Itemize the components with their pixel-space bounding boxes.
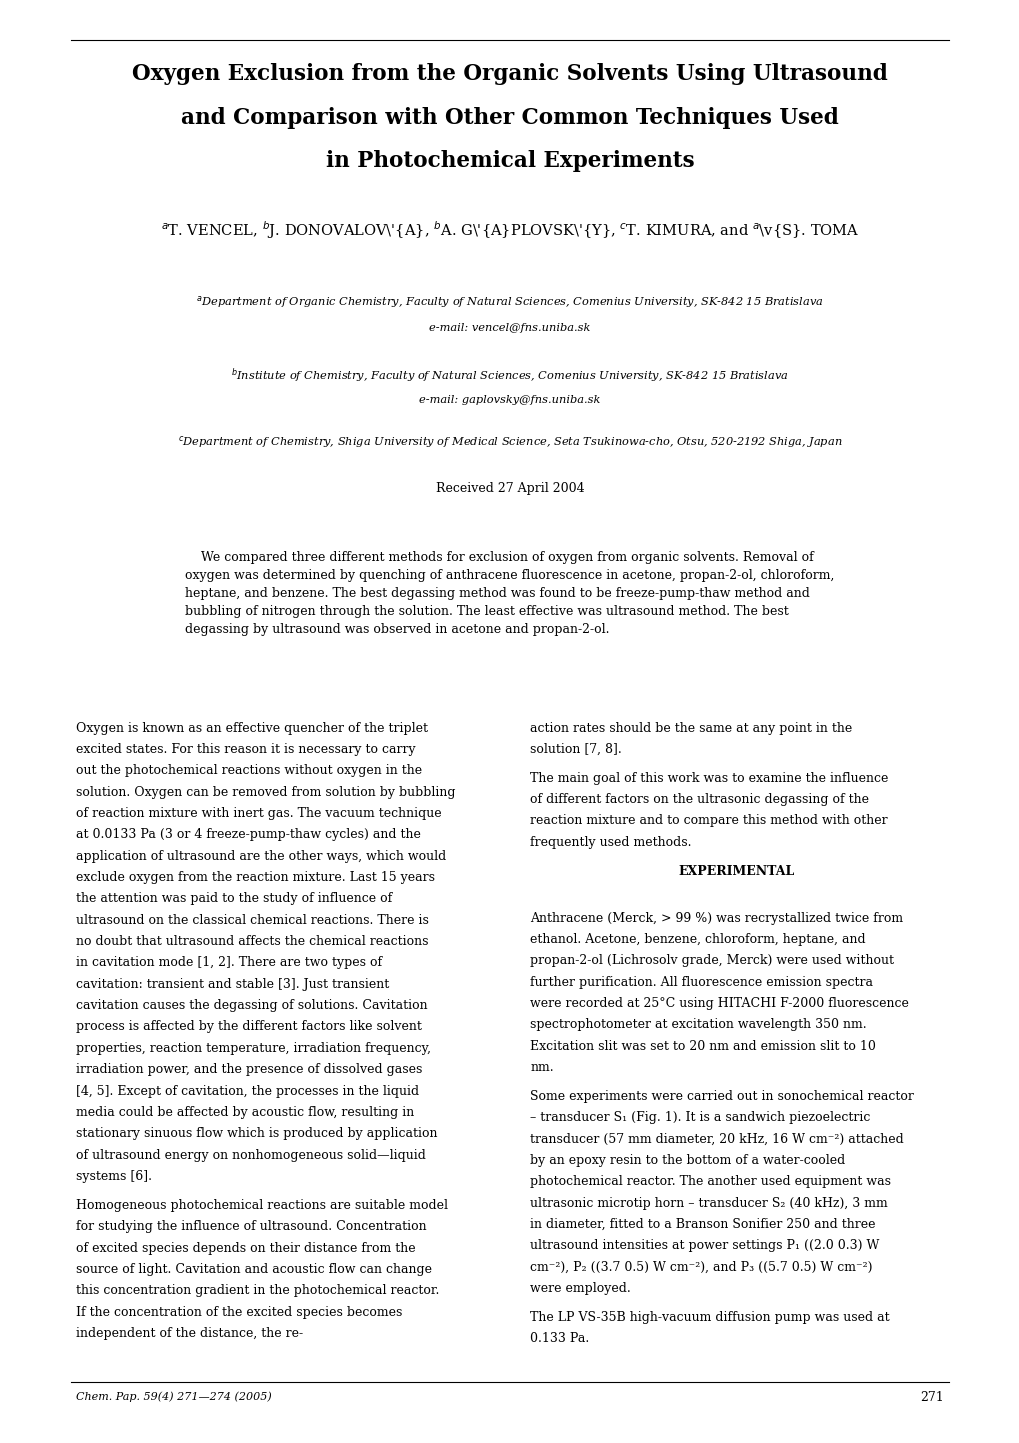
Text: independent of the distance, the re-: independent of the distance, the re- — [76, 1328, 304, 1341]
Text: application of ultrasound are the other ways, which would: application of ultrasound are the other … — [76, 850, 446, 863]
Text: reaction mixture and to compare this method with other: reaction mixture and to compare this met… — [530, 814, 888, 827]
Text: spectrophotometer at excitation wavelength 350 nm.: spectrophotometer at excitation waveleng… — [530, 1019, 866, 1032]
Text: stationary sinuous flow which is produced by application: stationary sinuous flow which is produce… — [76, 1127, 437, 1140]
Text: photochemical reactor. The another used equipment was: photochemical reactor. The another used … — [530, 1175, 891, 1189]
Text: for studying the influence of ultrasound. Concentration: for studying the influence of ultrasound… — [76, 1221, 427, 1234]
Text: cavitation causes the degassing of solutions. Cavitation: cavitation causes the degassing of solut… — [76, 999, 428, 1012]
Text: cm⁻²), P₂ ((3.7 0.5) W cm⁻²), and P₃ ((5.7 0.5) W cm⁻²): cm⁻²), P₂ ((3.7 0.5) W cm⁻²), and P₃ ((5… — [530, 1261, 872, 1274]
Text: transducer (57 mm diameter, 20 kHz, 16 W cm⁻²) attached: transducer (57 mm diameter, 20 kHz, 16 W… — [530, 1133, 903, 1146]
Text: ethanol. Acetone, benzene, chloroform, heptane, and: ethanol. Acetone, benzene, chloroform, h… — [530, 934, 865, 947]
Text: – transducer S₁ (Fig. 1). It is a sandwich piezoelectric: – transducer S₁ (Fig. 1). It is a sandwi… — [530, 1111, 870, 1124]
Text: EXPERIMENTAL: EXPERIMENTAL — [679, 864, 794, 877]
Text: by an epoxy resin to the bottom of a water-cooled: by an epoxy resin to the bottom of a wat… — [530, 1154, 845, 1167]
Text: ultrasonic microtip horn – transducer S₂ (40 kHz), 3 mm: ultrasonic microtip horn – transducer S₂… — [530, 1196, 888, 1209]
Text: propan-2-ol (Lichrosolv grade, Merck) were used without: propan-2-ol (Lichrosolv grade, Merck) we… — [530, 954, 894, 967]
Text: 271: 271 — [919, 1391, 943, 1404]
Text: out the photochemical reactions without oxygen in the: out the photochemical reactions without … — [76, 765, 422, 778]
Text: in diameter, fitted to a Branson Sonifier 250 and three: in diameter, fitted to a Branson Sonifie… — [530, 1218, 875, 1231]
Text: of excited species depends on their distance from the: of excited species depends on their dist… — [76, 1241, 416, 1254]
Text: of ultrasound energy on nonhomogeneous solid—liquid: of ultrasound energy on nonhomogeneous s… — [76, 1149, 426, 1162]
Text: The main goal of this work was to examine the influence: The main goal of this work was to examin… — [530, 772, 888, 785]
Text: process is affected by the different factors like solvent: process is affected by the different fac… — [76, 1020, 422, 1033]
Text: nm.: nm. — [530, 1061, 553, 1074]
Text: cavitation: transient and stable [3]. Just transient: cavitation: transient and stable [3]. Ju… — [76, 978, 389, 991]
Text: properties, reaction temperature, irradiation frequency,: properties, reaction temperature, irradi… — [76, 1042, 431, 1055]
Text: this concentration gradient in the photochemical reactor.: this concentration gradient in the photo… — [76, 1284, 439, 1297]
Text: $^{c}$Department of Chemistry, Shiga University of Medical Science, Seta Tsukino: $^{c}$Department of Chemistry, Shiga Uni… — [177, 434, 842, 450]
Text: ultrasound intensities at power settings P₁ ((2.0 0.3) W: ultrasound intensities at power settings… — [530, 1240, 879, 1253]
Text: e-mail: gaplovsky@fns.uniba.sk: e-mail: gaplovsky@fns.uniba.sk — [419, 395, 600, 405]
Text: Excitation slit was set to 20 nm and emission slit to 10: Excitation slit was set to 20 nm and emi… — [530, 1040, 875, 1053]
Text: $^{b}$Institute of Chemistry, Faculty of Natural Sciences, Comenius University, : $^{b}$Institute of Chemistry, Faculty of… — [231, 367, 788, 385]
Text: frequently used methods.: frequently used methods. — [530, 835, 691, 848]
Text: $^{a}$Department of Organic Chemistry, Faculty of Natural Sciences, Comenius Uni: $^{a}$Department of Organic Chemistry, F… — [196, 294, 823, 310]
Text: the attention was paid to the study of influence of: the attention was paid to the study of i… — [76, 892, 392, 905]
Text: We compared three different methods for exclusion of oxygen from organic solvent: We compared three different methods for … — [185, 551, 834, 636]
Text: media could be affected by acoustic flow, resulting in: media could be affected by acoustic flow… — [76, 1105, 415, 1118]
Text: Received 27 April 2004: Received 27 April 2004 — [435, 482, 584, 495]
Text: systems [6].: systems [6]. — [76, 1170, 153, 1183]
Text: excited states. For this reason it is necessary to carry: excited states. For this reason it is ne… — [76, 743, 416, 756]
Text: Chem. Pap. 59(4) 271—274 (2005): Chem. Pap. 59(4) 271—274 (2005) — [76, 1391, 272, 1401]
Text: solution [7, 8].: solution [7, 8]. — [530, 743, 622, 756]
Text: If the concentration of the excited species becomes: If the concentration of the excited spec… — [76, 1306, 403, 1319]
Text: in Photochemical Experiments: in Photochemical Experiments — [325, 150, 694, 172]
Text: of reaction mixture with inert gas. The vacuum technique: of reaction mixture with inert gas. The … — [76, 807, 441, 820]
Text: solution. Oxygen can be removed from solution by bubbling: solution. Oxygen can be removed from sol… — [76, 785, 455, 798]
Text: were employed.: were employed. — [530, 1281, 631, 1296]
Text: source of light. Cavitation and acoustic flow can change: source of light. Cavitation and acoustic… — [76, 1263, 432, 1276]
Text: irradiation power, and the presence of dissolved gases: irradiation power, and the presence of d… — [76, 1063, 423, 1076]
Text: action rates should be the same at any point in the: action rates should be the same at any p… — [530, 722, 852, 734]
Text: at 0.0133 Pa (3 or 4 freeze-pump-thaw cycles) and the: at 0.0133 Pa (3 or 4 freeze-pump-thaw cy… — [76, 828, 421, 841]
Text: were recorded at 25°C using HITACHI F-2000 fluorescence: were recorded at 25°C using HITACHI F-20… — [530, 997, 908, 1010]
Text: Homogeneous photochemical reactions are suitable model: Homogeneous photochemical reactions are … — [76, 1199, 448, 1212]
Text: exclude oxygen from the reaction mixture. Last 15 years: exclude oxygen from the reaction mixture… — [76, 872, 435, 885]
Text: 0.133 Pa.: 0.133 Pa. — [530, 1332, 589, 1345]
Text: ultrasound on the classical chemical reactions. There is: ultrasound on the classical chemical rea… — [76, 913, 429, 926]
Text: and Comparison with Other Common Techniques Used: and Comparison with Other Common Techniq… — [181, 107, 838, 128]
Text: no doubt that ultrasound affects the chemical reactions: no doubt that ultrasound affects the che… — [76, 935, 429, 948]
Text: Oxygen is known as an effective quencher of the triplet: Oxygen is known as an effective quencher… — [76, 722, 428, 734]
Text: Some experiments were carried out in sonochemical reactor: Some experiments were carried out in son… — [530, 1089, 913, 1102]
Text: The LP VS-35B high-vacuum diffusion pump was used at: The LP VS-35B high-vacuum diffusion pump… — [530, 1310, 890, 1323]
Text: e-mail: vencel@fns.uniba.sk: e-mail: vencel@fns.uniba.sk — [429, 323, 590, 333]
Text: of different factors on the ultrasonic degassing of the: of different factors on the ultrasonic d… — [530, 794, 868, 807]
Text: further purification. All fluorescence emission spectra: further purification. All fluorescence e… — [530, 975, 872, 988]
Text: $^{a}$T. VENCEL, $^{b}$J. DONOVALOV\'{A}, $^{b}$A. G\'{A}PLOVSK\'{Y}, $^{c}$T. K: $^{a}$T. VENCEL, $^{b}$J. DONOVALOV\'{A}… — [161, 219, 858, 241]
Text: Anthracene (Merck, > 99 %) was recrystallized twice from: Anthracene (Merck, > 99 %) was recrystal… — [530, 912, 903, 925]
Text: Oxygen Exclusion from the Organic Solvents Using Ultrasound: Oxygen Exclusion from the Organic Solven… — [132, 63, 887, 85]
Text: in cavitation mode [1, 2]. There are two types of: in cavitation mode [1, 2]. There are two… — [76, 957, 382, 970]
Text: [4, 5]. Except of cavitation, the processes in the liquid: [4, 5]. Except of cavitation, the proces… — [76, 1085, 419, 1098]
